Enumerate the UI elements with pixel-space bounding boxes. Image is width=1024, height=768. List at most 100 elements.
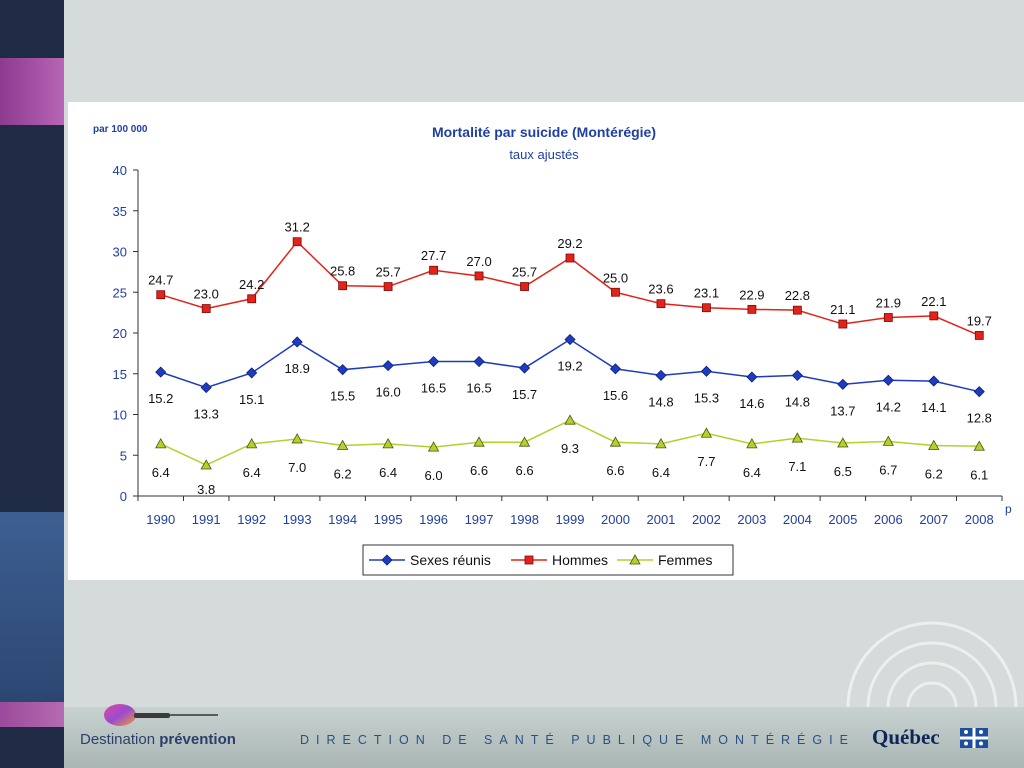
data-point-marker bbox=[564, 333, 576, 346]
y-tick-label: 40 bbox=[113, 163, 127, 178]
data-label: 7.7 bbox=[697, 454, 715, 469]
data-label: 25.0 bbox=[603, 270, 628, 285]
data-label: 15.5 bbox=[330, 389, 355, 404]
data-point-marker bbox=[929, 311, 939, 321]
chart-legend: Sexes réunis Hommes Femmes bbox=[362, 544, 734, 576]
data-label: 23.0 bbox=[194, 287, 219, 302]
data-label: 15.3 bbox=[694, 390, 719, 405]
data-point-marker bbox=[792, 305, 802, 315]
data-label: 29.2 bbox=[557, 236, 582, 251]
data-point-marker bbox=[973, 440, 985, 451]
data-label: 21.1 bbox=[830, 302, 855, 317]
data-label: 6.7 bbox=[879, 462, 897, 477]
data-point-marker bbox=[429, 265, 438, 275]
data-point-marker bbox=[428, 355, 440, 368]
data-label: 16.0 bbox=[375, 385, 400, 400]
x-tick-label: 1996 bbox=[419, 512, 448, 527]
data-label: 24.2 bbox=[239, 277, 264, 292]
x-tick-label: 2002 bbox=[692, 512, 721, 527]
x-tick-label: 1997 bbox=[465, 512, 494, 527]
left-bar-purple-block bbox=[0, 58, 64, 125]
y-tick-label: 30 bbox=[113, 245, 127, 260]
data-point-marker bbox=[564, 414, 576, 425]
data-label: 13.3 bbox=[194, 407, 219, 422]
x-tick-label: 2003 bbox=[737, 512, 766, 527]
data-label: 15.6 bbox=[603, 388, 628, 403]
chart-title: Mortalité par suicide (Montérégie) bbox=[432, 124, 656, 140]
x-tick-label: 2004 bbox=[783, 512, 812, 527]
data-label: 15.1 bbox=[239, 392, 264, 407]
legend-swatch-marker bbox=[381, 554, 393, 566]
data-label: 6.2 bbox=[334, 466, 352, 481]
data-label: 6.5 bbox=[834, 464, 852, 479]
data-label: 9.3 bbox=[561, 441, 579, 456]
data-point-marker bbox=[246, 438, 258, 449]
footer-organization: DIRECTION DE SANTÉ PUBLIQUE MONTÉRÉGIE bbox=[300, 733, 855, 747]
data-point-marker bbox=[746, 371, 758, 383]
data-point-marker bbox=[882, 435, 894, 446]
legend-box bbox=[362, 544, 734, 576]
footer-quebec-logo-text: Québec bbox=[872, 725, 940, 749]
data-point-marker bbox=[382, 438, 394, 449]
data-point-marker bbox=[974, 331, 984, 340]
data-label: 23.1 bbox=[694, 286, 719, 301]
x-tick-label: 1995 bbox=[374, 512, 403, 527]
series-hommes: 24.7 23.0 24.2 31.2 25.8 25.7 27.7 27.0 25.7 29.2… bbox=[148, 220, 992, 340]
left-bar-dark-block bbox=[0, 727, 64, 768]
data-label: 6.1 bbox=[970, 467, 988, 482]
x-tick-label: 1991 bbox=[192, 512, 221, 527]
left-bar-purple-stripe bbox=[0, 702, 64, 727]
y-tick-label: 0 bbox=[120, 489, 127, 504]
x-tick-label: 1992 bbox=[237, 512, 266, 527]
suicide-mortality-line-chart: par 100 000 Mortalité par suicide (Monté… bbox=[93, 124, 1012, 576]
x-tick-label: 1993 bbox=[283, 512, 312, 527]
data-label: 23.6 bbox=[648, 282, 673, 297]
data-point-marker bbox=[292, 237, 302, 247]
data-label: 6.0 bbox=[425, 468, 443, 483]
data-point-marker bbox=[336, 439, 349, 450]
data-label: 6.6 bbox=[470, 463, 488, 478]
data-label: 16.5 bbox=[466, 381, 491, 396]
series-sexes-r-unis: 15.2 13.3 15.1 18.9 15.5 16.0 16.5 16.5 15.7 19.2… bbox=[148, 333, 992, 426]
x-tick-label: 2005 bbox=[828, 512, 857, 527]
data-point-marker bbox=[655, 369, 667, 381]
data-label: 27.7 bbox=[421, 248, 446, 263]
chart-unit-label: par 100 000 bbox=[93, 124, 148, 135]
data-point-marker bbox=[791, 432, 804, 443]
data-label: 19.7 bbox=[967, 313, 992, 328]
data-point-marker bbox=[520, 282, 529, 291]
data-label: 7.0 bbox=[288, 460, 306, 475]
legend-swatch-marker bbox=[629, 554, 641, 565]
data-label: 6.4 bbox=[743, 465, 761, 480]
data-point-marker bbox=[837, 378, 849, 390]
legend-label: Femmes bbox=[658, 552, 712, 568]
data-point-marker bbox=[747, 304, 757, 314]
data-point-marker bbox=[791, 369, 803, 381]
data-label: 21.9 bbox=[876, 296, 901, 311]
data-label: 27.0 bbox=[466, 254, 491, 269]
left-bar-blue-block bbox=[0, 512, 64, 702]
data-label: 19.2 bbox=[557, 359, 582, 374]
data-point-marker bbox=[201, 304, 211, 313]
data-point-marker bbox=[746, 438, 758, 449]
data-label: 25.7 bbox=[512, 265, 537, 280]
data-label: 31.2 bbox=[285, 220, 310, 235]
data-point-marker bbox=[700, 365, 712, 377]
data-point-marker bbox=[611, 287, 620, 297]
legend-item: Sexes réunis bbox=[369, 552, 491, 568]
data-point-marker bbox=[609, 436, 622, 447]
dart-logo-icon bbox=[104, 704, 218, 726]
data-label: 24.7 bbox=[148, 273, 173, 288]
data-label: 25.7 bbox=[375, 265, 400, 280]
data-point-marker bbox=[928, 439, 940, 450]
data-point-marker bbox=[291, 336, 303, 348]
x-tick-label: 2006 bbox=[874, 512, 903, 527]
data-label: 14.8 bbox=[648, 394, 673, 409]
data-label: 15.7 bbox=[512, 387, 537, 402]
data-point-marker bbox=[155, 438, 167, 449]
quebec-flag-icon bbox=[960, 728, 988, 748]
x-tick-label: 1999 bbox=[556, 512, 585, 527]
legend-item: Femmes bbox=[617, 552, 712, 568]
data-point-marker bbox=[200, 459, 212, 470]
data-label: 6.6 bbox=[515, 463, 533, 478]
